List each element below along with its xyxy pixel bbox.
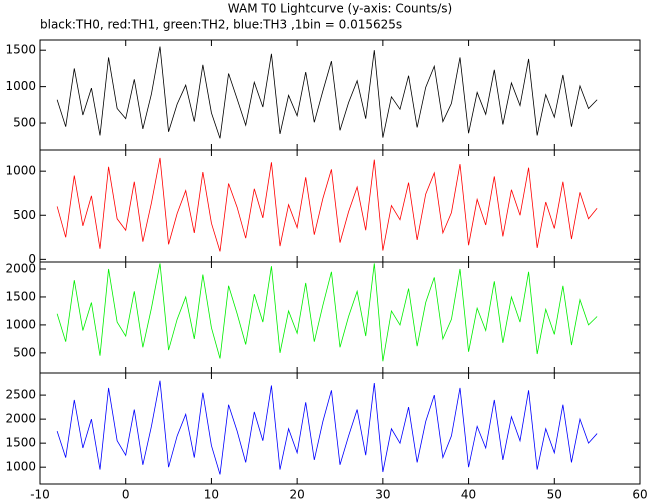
lightcurve [56, 380, 598, 475]
y-tick-label: 2000 [5, 261, 36, 275]
y-tick-label: 500 [13, 208, 36, 222]
y-tick-label: 1500 [5, 289, 36, 303]
y-tick-label: 1000 [5, 317, 36, 331]
chart-title: WAM T0 Lightcurve (y-axis: Counts/s) [228, 2, 452, 16]
x-tick-label: 10 [204, 488, 219, 502]
y-tick-label: 1000 [5, 460, 36, 474]
y-tick-label: 1000 [5, 79, 36, 93]
x-tick-label: 20 [290, 488, 305, 502]
x-tick-label: 0 [122, 488, 130, 502]
panel-frame [39, 261, 641, 374]
y-tick-label: 1000 [5, 164, 36, 178]
lightcurve [56, 46, 598, 139]
panel-frame [39, 39, 641, 151]
panel-frame [39, 372, 641, 485]
x-tick-label: 60 [632, 488, 647, 502]
y-tick-label: 0 [28, 252, 36, 266]
y-tick-label: 2500 [5, 388, 36, 402]
y-tick-label: 2000 [5, 412, 36, 426]
x-tick-label: 40 [461, 488, 476, 502]
x-tick-label: 50 [547, 488, 562, 502]
lightcurve [56, 263, 598, 362]
y-tick-label: 500 [13, 345, 36, 359]
y-tick-label: 1500 [5, 43, 36, 57]
lightcurve [56, 157, 598, 252]
y-tick-label: 500 [13, 116, 36, 130]
y-tick-label: 1500 [5, 436, 36, 450]
chart-subtitle: black:TH0, red:TH1, green:TH2, blue:TH3 … [40, 18, 402, 32]
x-tick-label: -10 [30, 488, 50, 502]
x-tick-label: 30 [375, 488, 390, 502]
